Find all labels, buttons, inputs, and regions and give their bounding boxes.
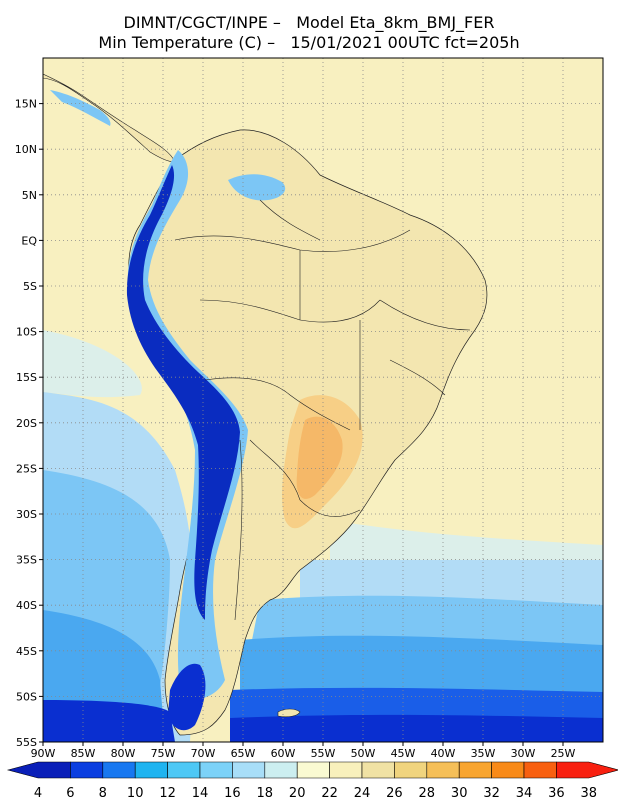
falkland-islands — [277, 708, 301, 718]
colorbar-swatch — [458, 761, 492, 779]
colorbar-swatch — [199, 761, 233, 779]
lat-tick-label: 10N — [15, 143, 37, 156]
lon-tick-label: 65W — [231, 747, 256, 760]
colorbar-label: 24 — [354, 786, 371, 800]
lat-tick-label: 20S — [16, 417, 37, 430]
atlantic-deep — [230, 714, 603, 742]
lat-tick-label: 15S — [16, 371, 37, 384]
lat-tick-label: 10S — [16, 326, 37, 339]
colorbar-label: 10 — [127, 786, 144, 800]
colorbar-label: 34 — [516, 786, 533, 800]
ocean-band-coldest — [43, 700, 175, 742]
andes-south — [168, 663, 206, 731]
lon-tick-label: 75W — [151, 747, 176, 760]
atlantic-colder — [240, 635, 603, 700]
gridlines — [43, 58, 603, 742]
lat-tick-label: 5N — [22, 189, 37, 202]
lon-tick-label: 25W — [551, 747, 576, 760]
lat-tick-label: 5S — [23, 280, 37, 293]
andes-core — [126, 165, 240, 620]
lat-tick-label: 40S — [16, 599, 37, 612]
longitude-ticks: 90W 85W 80W 75W 70W 65W 60W 55W 50W 45W 40W 35W 30W 2… — [31, 742, 576, 760]
colorbar-label: 16 — [224, 786, 241, 800]
lat-tick-label: 35S — [16, 554, 37, 567]
colorbar-swatch — [70, 761, 104, 779]
colorbar-label: 4 — [34, 786, 42, 800]
lon-tick-label: 70W — [191, 747, 216, 760]
colorbar-swatch — [361, 761, 395, 779]
colorbar-label: 8 — [99, 786, 107, 800]
lon-tick-label: 45W — [391, 747, 416, 760]
colorbar-label: 22 — [321, 786, 338, 800]
lon-tick-label: 50W — [351, 747, 376, 760]
title-line-2: Min Temperature (C) – 15/01/2021 00UTC f… — [98, 33, 520, 52]
colorbar-label: 14 — [192, 786, 209, 800]
colorbar-label: 30 — [451, 786, 468, 800]
lon-tick-label: 35W — [471, 747, 496, 760]
colorbar-label: 20 — [289, 786, 306, 800]
lon-tick-label: 40W — [431, 747, 456, 760]
lat-tick-label: 45S — [16, 645, 37, 658]
colorbar-swatch — [523, 761, 557, 779]
lat-tick-label: 15N — [15, 98, 37, 111]
title-line-1: DIMNT/CGCT/INPE – Model Eta_8km_BMJ_FER — [123, 13, 495, 32]
colorbar-swatch — [426, 761, 460, 779]
colorbar-swatch — [329, 761, 363, 779]
colorbar-label: 18 — [257, 786, 274, 800]
colorbar-swatch — [491, 761, 525, 779]
lat-tick-label: 55S — [16, 736, 37, 749]
colorbar-label: 6 — [66, 786, 74, 800]
colorbar-swatch — [167, 761, 201, 779]
colorbar-label: 36 — [548, 786, 565, 800]
colorbar-label: 32 — [483, 786, 500, 800]
warm-core-hot — [296, 416, 343, 499]
lon-tick-label: 90W — [31, 747, 56, 760]
atlantic-mid — [330, 520, 603, 560]
borders — [174, 199, 471, 621]
colorbar-label: 38 — [581, 786, 598, 800]
lon-tick-label: 80W — [111, 747, 136, 760]
colorbar-swatch — [296, 761, 330, 779]
colorbar-swatch — [556, 761, 618, 779]
lat-tick-label: EQ — [21, 234, 37, 247]
colorbar-label: 28 — [419, 786, 436, 800]
lon-tick-label: 60W — [271, 747, 296, 760]
central-america-highlands — [50, 90, 111, 126]
lat-tick-label: 25S — [16, 462, 37, 475]
colorbar-swatch — [102, 761, 136, 779]
colorbar-label: 12 — [159, 786, 176, 800]
lat-tick-label: 50S — [16, 690, 37, 703]
colorbar-label: 26 — [386, 786, 403, 800]
colorbar-swatch — [134, 761, 168, 779]
lon-tick-label: 30W — [511, 747, 536, 760]
guiana-highlands — [228, 174, 286, 201]
lon-tick-label: 55W — [311, 747, 336, 760]
ocean-band-mid — [43, 330, 142, 398]
colorbar-swatch — [394, 761, 428, 779]
lon-tick-label: 85W — [71, 747, 96, 760]
colorbar-swatch — [264, 761, 298, 779]
latitude-ticks: 15N 10N 5N EQ 5S 10S 15S 20S 25S 30S 35S 40S 45S 50S 5… — [15, 98, 43, 749]
colorbar-swatch — [232, 761, 266, 779]
colorbar-swatch — [6, 761, 71, 779]
lat-tick-label: 30S — [16, 508, 37, 521]
